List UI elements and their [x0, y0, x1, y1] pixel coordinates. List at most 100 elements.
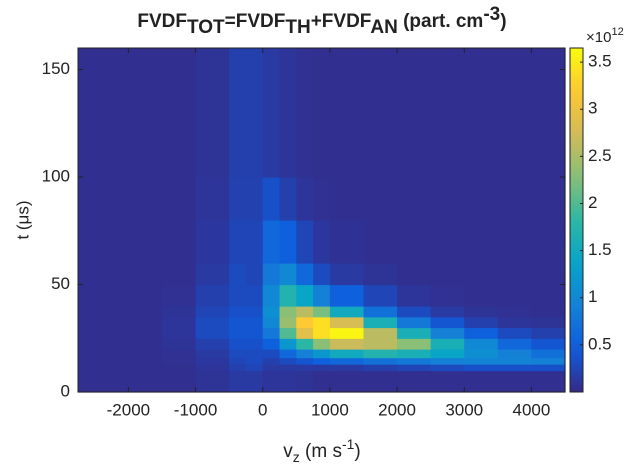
heatmap-cell — [195, 263, 230, 286]
heatmap-cell — [279, 357, 297, 365]
heatmap-cell — [329, 263, 365, 286]
heatmap-cell — [397, 316, 432, 329]
heatmap-cell — [497, 48, 533, 178]
heatmap-cell — [279, 284, 297, 307]
heatmap-cell — [363, 338, 398, 350]
heatmap-cell — [329, 177, 365, 221]
heatmap-cell — [296, 327, 314, 339]
heatmap-cell — [78, 263, 163, 286]
heatmap-cell — [161, 48, 197, 178]
heatmap-cell — [161, 306, 197, 318]
heatmap-cell — [296, 349, 314, 359]
heatmap-cell — [279, 220, 297, 264]
heatmap-cell — [430, 370, 465, 393]
heatmap-cell — [262, 177, 281, 221]
heatmap-cell — [161, 338, 197, 350]
heatmap-cell — [262, 48, 281, 178]
heatmap-cell — [531, 263, 566, 286]
heatmap-cell — [245, 177, 264, 221]
heatmap-cell — [195, 284, 230, 307]
heatmap-cell — [531, 306, 566, 318]
heatmap-cell — [397, 349, 432, 359]
x-tick-label: 4000 — [512, 400, 550, 419]
heatmap-cell — [296, 316, 314, 329]
heatmap-cell — [497, 370, 533, 393]
heatmap-cell — [78, 349, 163, 359]
heatmap-cell — [262, 316, 281, 329]
heatmap-cell — [497, 284, 533, 307]
heatmap-cell — [296, 306, 314, 318]
heatmap-cell — [531, 364, 566, 372]
x-tick-label: -1000 — [174, 400, 217, 419]
heatmap-cell — [279, 177, 297, 221]
heatmap-cell — [78, 220, 163, 264]
heatmap-cell — [245, 370, 264, 393]
heatmap-cell — [229, 177, 247, 221]
x-tick-label: 3000 — [445, 400, 483, 419]
heatmap-cell — [78, 316, 163, 329]
x-label-part: ) — [354, 441, 360, 462]
title-part: TH — [285, 17, 310, 38]
heatmap-cell — [497, 327, 533, 339]
heatmap-cell — [430, 177, 465, 221]
heatmap-cell — [430, 306, 465, 318]
heatmap-cell — [397, 284, 432, 307]
heatmap-cell — [229, 327, 247, 339]
heatmap-cell — [78, 177, 163, 221]
heatmap-cell — [296, 263, 314, 286]
heatmap-cell — [363, 364, 398, 372]
heatmap-cell — [229, 306, 247, 318]
heatmap-cell — [363, 263, 398, 286]
heatmap-cell — [313, 364, 331, 372]
heatmap-cell — [363, 357, 398, 365]
heatmap-cell — [195, 349, 230, 359]
heatmap-cell — [245, 327, 264, 339]
heatmap-cell — [430, 349, 465, 359]
heatmap-cell — [78, 48, 163, 178]
heatmap-cell — [195, 48, 230, 178]
heatmap-cell — [195, 220, 230, 264]
heatmap-cell — [397, 220, 432, 264]
x-tick-label: 1000 — [311, 400, 349, 419]
heatmap-cell — [161, 316, 197, 329]
heatmap-cell — [313, 177, 331, 221]
heatmap-cell — [161, 357, 197, 365]
heatmap-cell — [329, 370, 365, 393]
x-label-part: v — [283, 441, 293, 462]
heatmap-cell — [313, 48, 331, 178]
colorbar-tick-label: 0.5 — [588, 334, 612, 353]
heatmap-cell — [329, 364, 365, 372]
heatmap-cell — [245, 306, 264, 318]
heatmap-cell — [195, 316, 230, 329]
heatmap-cell — [430, 220, 465, 264]
heatmap-cell — [363, 316, 398, 329]
title-part: FVDF — [137, 11, 187, 32]
title-part: -3 — [483, 4, 500, 25]
heatmap-cell — [161, 349, 197, 359]
heatmap-cell — [397, 327, 432, 339]
x-label-part: z — [293, 449, 300, 465]
heatmap-cell — [363, 48, 398, 178]
heatmap-cell — [229, 370, 247, 393]
colorbar-tick-label: 2 — [588, 193, 597, 212]
heatmap-cell — [262, 338, 281, 350]
heatmap-cell — [531, 349, 566, 359]
heatmap-cell — [397, 306, 432, 318]
heatmap-cell — [397, 370, 432, 393]
heatmap-cell — [531, 338, 566, 350]
heatmap-cell — [464, 316, 499, 329]
heatmap-cell — [531, 357, 566, 365]
heatmap-cell — [161, 220, 197, 264]
heatmap-cell — [464, 370, 499, 393]
heatmap-cell — [78, 357, 163, 365]
heatmap-cell — [229, 48, 247, 178]
heatmap-cell — [245, 316, 264, 329]
x-tick-label: -2000 — [107, 400, 150, 419]
heatmap-cell — [464, 220, 499, 264]
chart-title: FVDFTOT=FVDFTH+FVDFAN (part. cm-3) — [137, 4, 506, 38]
heatmap-cell — [229, 349, 247, 359]
colorbar-tick-label: 3.5 — [588, 52, 612, 71]
heatmap-cell — [464, 306, 499, 318]
axes-frame — [77, 47, 566, 393]
